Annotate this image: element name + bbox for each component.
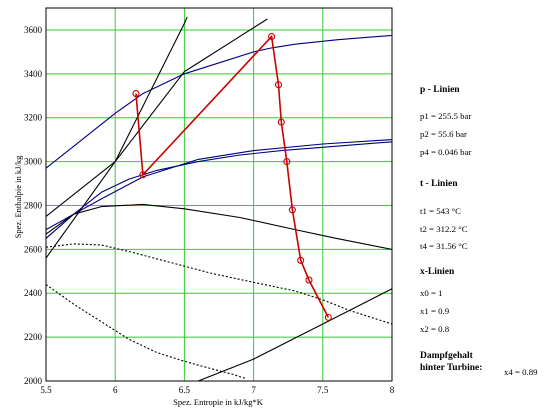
y-tick-label: 3600 [24,25,43,35]
y-tick-label: 3400 [24,69,43,79]
x-tick-label: 7.5 [317,385,329,395]
process-point-2 [139,171,147,179]
process-point-3 [268,32,276,41]
t4-value: t4 = 31.56 °C [420,241,468,251]
y-tick-label: 3200 [24,113,43,123]
x-tick-label: 6.5 [179,385,191,395]
steam-content-heading-1: Dampfgehalt [420,351,473,361]
y-axis-label: Spez. Enthalpie in kJ/kg [13,155,23,238]
x-tick-labels: 5.5 6 6.5 7 7.5 8 [40,385,394,395]
process-point-7 [288,206,296,214]
x1-value: x1 = 0.9 [420,306,450,316]
legend-panel: p - Linien p1 = 255.5 bar p2 = 55.6 bar … [420,0,550,412]
series-line-8 [46,18,268,217]
series-line-3 [46,139,392,231]
process-point-8 [297,256,305,264]
x-tick-label: 8 [390,385,395,395]
series-line-4 [46,203,392,250]
y-tick-label: 2000 [24,376,43,386]
y-tick-label: 3000 [24,157,43,167]
x-axis-label: Spez. Entropie in kJ/kg*K [173,397,264,407]
process-line [132,32,332,321]
series-line-5 [46,243,392,325]
x0-value: x0 = 1 [420,288,443,298]
series-line-7 [46,16,188,259]
process-point-1 [132,90,140,98]
t1-value: t1 = 543 °C [420,206,461,216]
p1-value: p1 = 255.5 bar [420,111,472,121]
series-lines [46,16,392,381]
series-line-1 [46,34,392,169]
process-point-10 [324,313,332,321]
x-tick-label: 6 [113,385,118,395]
y-tick-label: 2800 [24,200,43,210]
process-point-9 [305,276,313,284]
steam-content-heading-2: hinter Turbine: [420,363,483,373]
x4-value: x4 = 0.89 [504,367,538,377]
x-lines-heading: x-Linien [420,267,455,277]
process-point-4 [274,81,283,89]
t-lines-heading: t - Linien [420,179,458,189]
x-tick-label: 5.5 [40,385,52,395]
process-point-6 [283,158,291,166]
process-path [135,34,330,318]
y-tick-label: 2200 [24,332,43,342]
x2-value: x2 = 0.8 [420,324,450,334]
p2-value: p2 = 55.6 bar [420,129,467,139]
series-line-9 [197,288,392,381]
plot-frame [45,7,393,382]
x-tick-label: 7 [251,385,256,395]
series-line-6 [46,284,247,380]
y-tick-labels: 2000 2200 2400 2600 2800 3000 3200 3400 3600 [24,25,43,386]
p-lines-heading: p - Linien [420,85,460,95]
p4-value: p4 = 0.046 bar [420,147,472,157]
process-point-5 [277,118,285,126]
y-tick-label: 2600 [24,244,43,254]
t2-value: t2 = 312.2 °C [420,224,468,234]
y-tick-label: 2400 [24,288,43,298]
